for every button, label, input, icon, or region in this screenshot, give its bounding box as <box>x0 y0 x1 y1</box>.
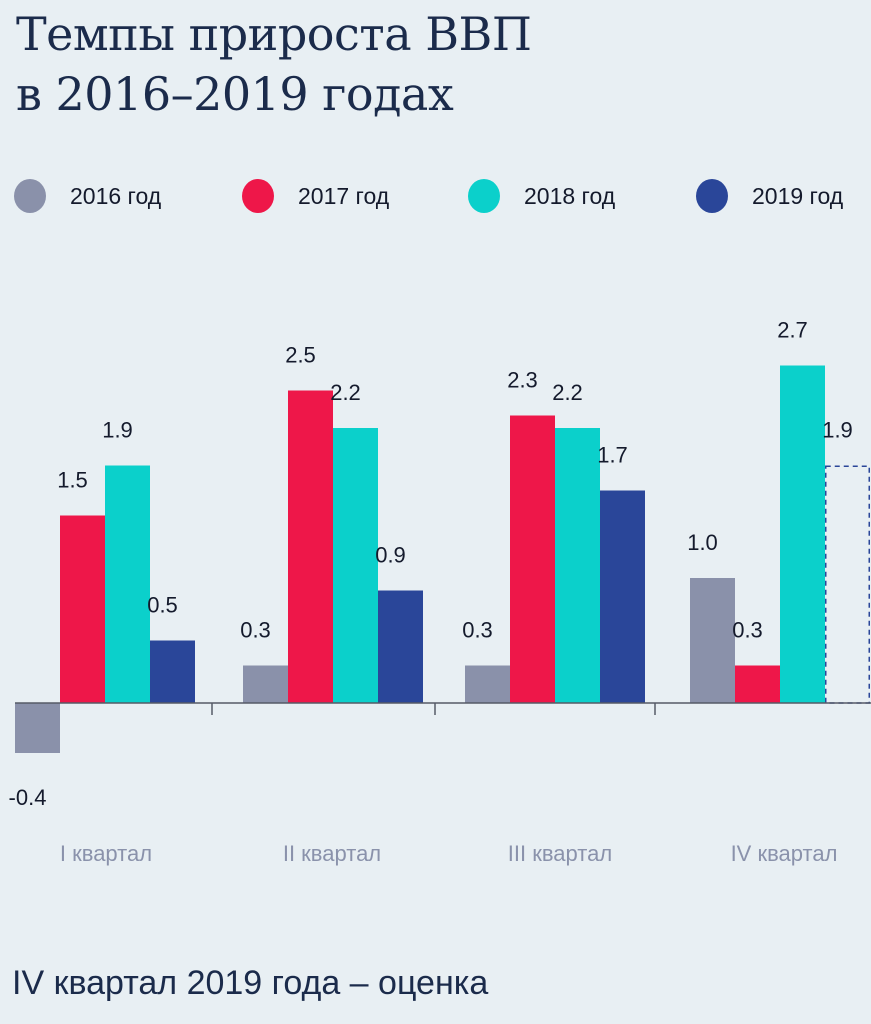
bar-2019-q3 <box>600 490 645 703</box>
chart-title-line-1: Темпы прироста ВВП <box>16 7 532 61</box>
value-label-2018-q4: 2.7 <box>777 318 808 343</box>
bar-2017-q3 <box>510 415 555 703</box>
value-label-2018-q2: 2.2 <box>330 380 361 405</box>
estimate-footnote: IV квартал 2019 года – оценка <box>12 964 489 1002</box>
legend-swatch-2019 <box>696 179 728 213</box>
bar-2016-q3 <box>465 665 510 703</box>
legend-swatch-2016 <box>14 179 46 213</box>
bar-2017-q1 <box>60 515 105 703</box>
value-label-2017-q3: 2.3 <box>507 368 538 393</box>
legend-label-2019: 2019 год <box>752 182 844 209</box>
bar-2016-q4 <box>690 578 735 703</box>
value-label-2018-q1: 1.9 <box>102 418 133 443</box>
chart-title-line-2: в 2016–2019 годах <box>16 67 454 121</box>
category-label-q3: III квартал <box>508 841 612 866</box>
value-label-2016-q1: -0.4 <box>9 785 47 810</box>
bar-2018-q3 <box>555 428 600 703</box>
legend-item-2019: 2019 год <box>696 176 843 216</box>
value-label-2017-q1: 1.5 <box>57 468 88 493</box>
legend-item-2017: 2017 год <box>242 176 389 216</box>
bar-2017-q4 <box>735 665 780 703</box>
bar-2018-q2 <box>333 428 378 703</box>
legend-swatch-2017 <box>242 179 274 213</box>
value-label-2016-q3: 0.3 <box>462 618 493 643</box>
bar-2019-q1 <box>150 640 195 703</box>
category-label-q2: II квартал <box>283 841 381 866</box>
legend-label-2018: 2018 год <box>524 182 616 209</box>
bar-2016-q2 <box>243 665 288 703</box>
value-label-2016-q2: 0.3 <box>240 618 271 643</box>
value-label-2018-q3: 2.2 <box>552 380 583 405</box>
bar-2019-q4-estimate <box>825 465 870 704</box>
value-label-2016-q4: 1.0 <box>687 530 718 555</box>
legend-label-2016: 2016 год <box>70 182 162 209</box>
bar-2017-q2 <box>288 390 333 703</box>
bar-2016-q1 <box>15 703 60 753</box>
value-label-2017-q2: 2.5 <box>285 343 316 368</box>
bar-2019-q2 <box>378 590 423 703</box>
legend: 2016 год 2017 год 2018 год 2019 год <box>0 176 871 216</box>
legend-item-2016: 2016 год <box>14 176 161 216</box>
value-label-2019-q1: 0.5 <box>147 593 178 618</box>
category-label-q1: I квартал <box>60 841 152 866</box>
legend-item-2018: 2018 год <box>468 176 615 216</box>
legend-label-2017: 2017 год <box>298 182 390 209</box>
value-label-2017-q4: 0.3 <box>732 618 763 643</box>
legend-swatch-2018 <box>468 179 500 213</box>
category-label-q4: IV квартал <box>731 841 838 866</box>
bar-2018-q1 <box>105 465 150 703</box>
bar-2018-q4 <box>780 365 825 703</box>
chart-title: Темпы прироста ВВП в 2016–2019 годах <box>16 4 532 124</box>
value-label-2019-q4: 1.9 <box>822 418 853 443</box>
value-label-2019-q3: 1.7 <box>597 443 628 468</box>
value-label-2019-q2: 0.9 <box>375 543 406 568</box>
